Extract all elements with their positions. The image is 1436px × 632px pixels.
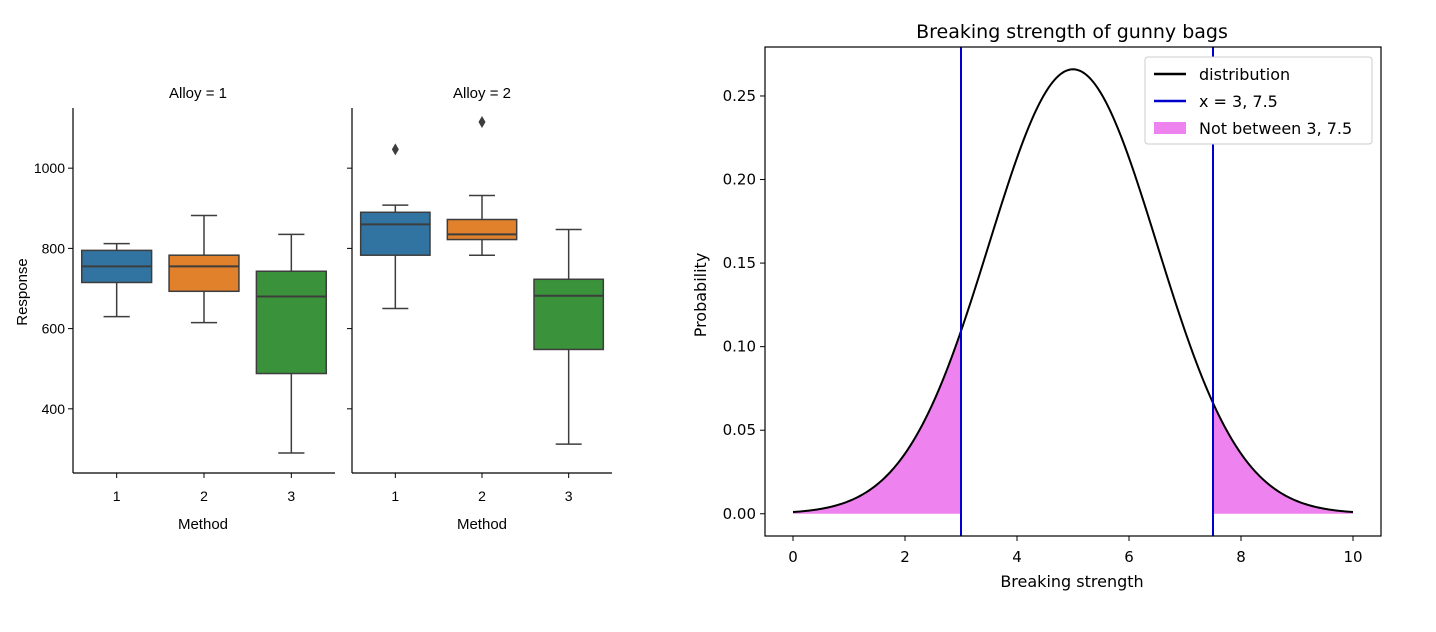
legend-label: distribution — [1199, 65, 1290, 84]
boxplot-panel-alloy-2: Alloy = 2 Method 1 2 3 — [347, 85, 612, 533]
y-tick-label: 800 — [42, 240, 66, 256]
box-method-3 — [255, 270, 328, 375]
x-axis-label: Method — [178, 516, 228, 533]
x-tick-label: 1 — [391, 488, 399, 504]
y-axis-label: Response — [14, 258, 31, 326]
y-tick-label: 0.15 — [723, 254, 756, 272]
y-tick-label: 600 — [42, 321, 66, 337]
y-axis-label: Probability — [691, 253, 710, 338]
y-tick-label: 0.10 — [723, 338, 756, 356]
x-tick-label: 2 — [200, 488, 208, 504]
y-tick-label: 0.20 — [723, 171, 756, 189]
x-tick-label: 3 — [565, 488, 573, 504]
box-method-1 — [359, 211, 431, 256]
x-tick-label: 1 — [113, 488, 121, 504]
x-tick-label: 3 — [287, 488, 295, 504]
y-tick-label: 0.05 — [723, 421, 756, 439]
outlier-point — [391, 143, 399, 156]
x-tick-label: 6 — [1124, 548, 1134, 566]
x-tick-label: 0 — [788, 548, 798, 566]
y-tick-label: 0.00 — [723, 505, 756, 523]
box-method-2 — [168, 254, 240, 293]
x-tick-label: 10 — [1343, 548, 1362, 566]
distribution-curve — [792, 68, 1354, 514]
distribution-plot: Breaking strength of gunny bags Breaking… — [691, 21, 1382, 591]
y-tick-label: 0.25 — [723, 87, 756, 105]
y-tick-label: 1000 — [34, 160, 65, 176]
facet-title: Alloy = 2 — [453, 85, 511, 102]
legend-label: x = 3, 7.5 — [1199, 92, 1278, 111]
y-tick-label: 400 — [42, 401, 66, 417]
shaded-left-tail — [793, 331, 961, 514]
legend-box — [1144, 56, 1373, 145]
x-tick-label: 8 — [1236, 548, 1246, 566]
x-axis-label: Breaking strength — [1000, 572, 1143, 591]
x-axis-label: Method — [457, 516, 507, 533]
shaded-right-tail — [1213, 402, 1353, 514]
box-method-3 — [533, 278, 605, 351]
boxplot-panel-alloy-1: Alloy = 1 Method Response 400 600 800 1000 1… — [14, 85, 335, 533]
legend-swatch — [1154, 122, 1186, 134]
legend-label: Not between 3, 7.5 — [1199, 119, 1352, 138]
facet-title: Alloy = 1 — [169, 85, 227, 102]
chart-title: Breaking strength of gunny bags — [916, 21, 1228, 43]
x-tick-label: 2 — [900, 548, 910, 566]
x-tick-label: 4 — [1012, 548, 1022, 566]
box-method-2 — [446, 218, 518, 241]
legend: distribution x = 3, 7.5 Not between 3, 7.5 — [1144, 56, 1373, 145]
plot-frame — [764, 46, 1382, 537]
outlier-point — [478, 116, 486, 129]
x-tick-label: 2 — [478, 488, 486, 504]
